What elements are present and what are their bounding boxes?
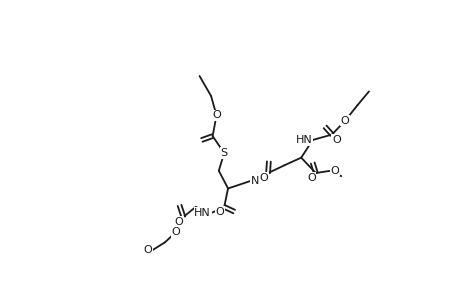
Text: O: O bbox=[212, 110, 220, 120]
Text: HN: HN bbox=[194, 208, 211, 218]
Text: O: O bbox=[331, 135, 340, 145]
Text: O: O bbox=[259, 173, 268, 183]
Text: O: O bbox=[171, 227, 179, 237]
Text: O: O bbox=[340, 116, 349, 126]
Text: O: O bbox=[330, 166, 338, 176]
Text: HN: HN bbox=[295, 135, 312, 145]
Text: O: O bbox=[307, 173, 315, 183]
Text: O: O bbox=[144, 245, 152, 255]
Text: O: O bbox=[174, 217, 183, 227]
Text: S: S bbox=[220, 148, 227, 158]
Text: O: O bbox=[215, 207, 224, 217]
Text: NH: NH bbox=[251, 176, 267, 186]
